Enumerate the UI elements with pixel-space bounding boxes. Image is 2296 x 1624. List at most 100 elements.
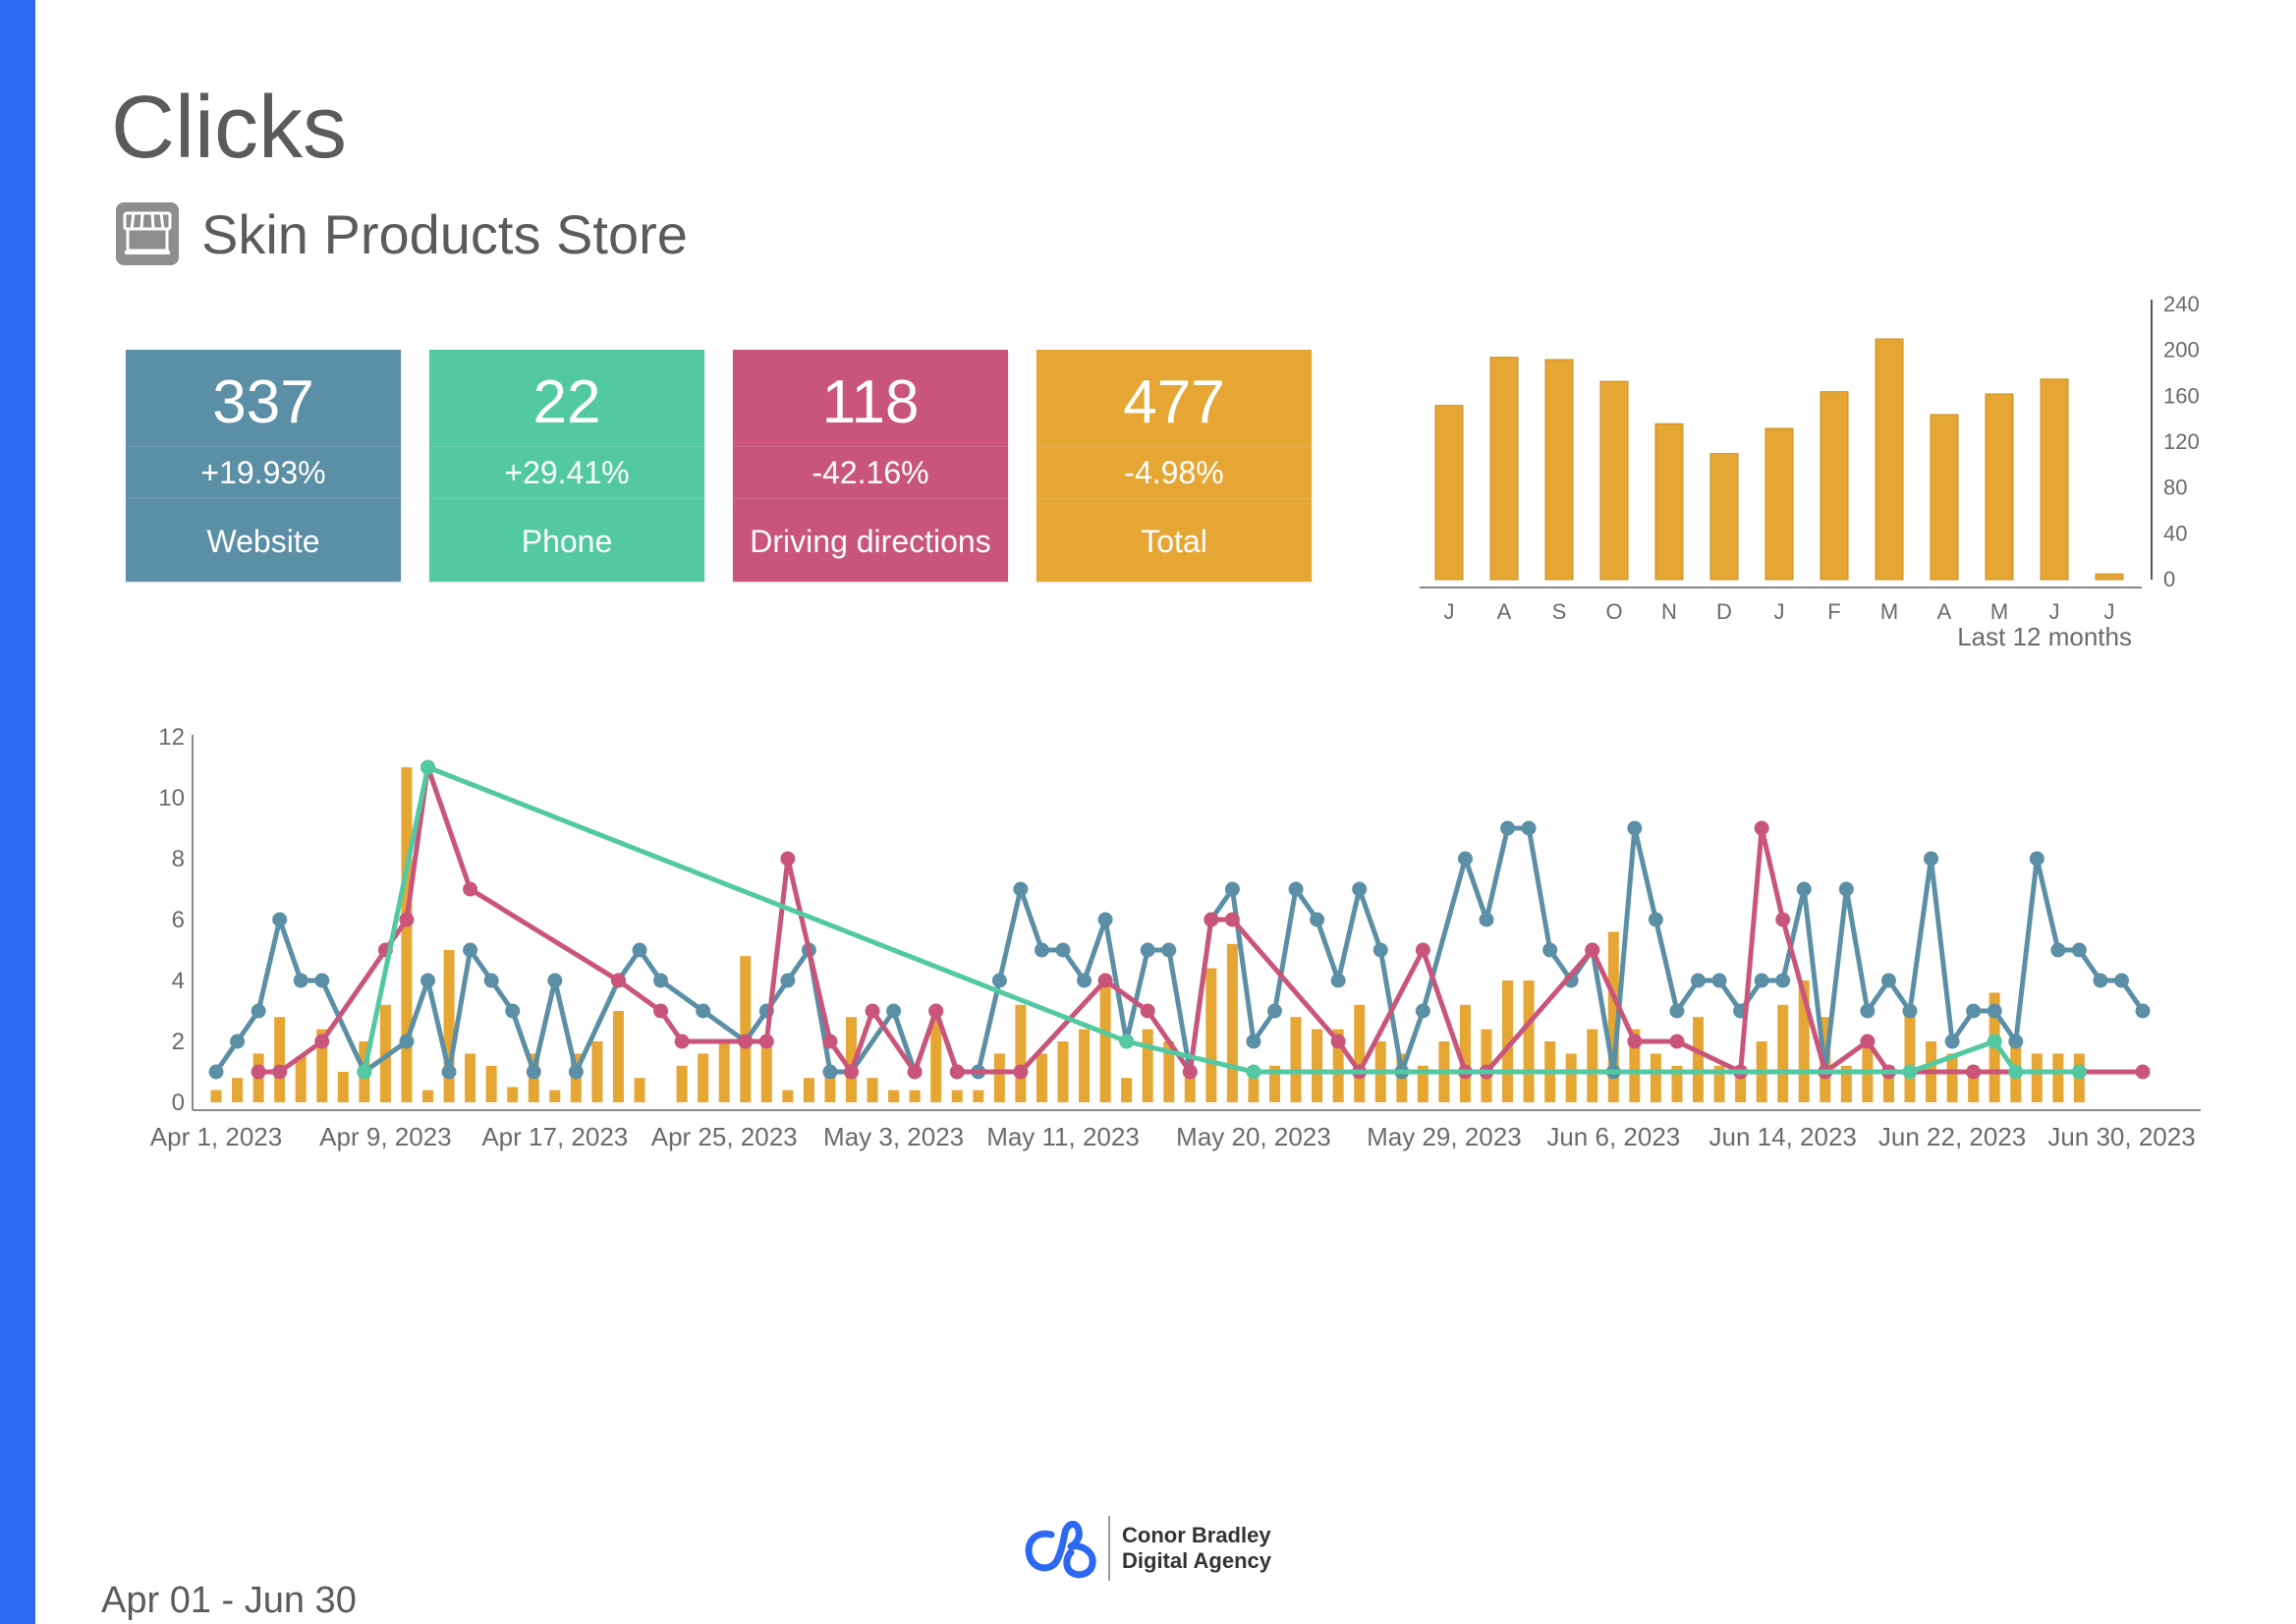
day-bar-11 <box>443 950 455 1102</box>
series-0-point-0 <box>208 1064 224 1080</box>
series-0-point-32 <box>1013 881 1029 897</box>
day-bar-32 <box>888 1090 900 1102</box>
y-tick-label: 120 <box>2163 429 2200 454</box>
day-bar-6 <box>337 1072 349 1102</box>
day-bar-66 <box>1607 931 1619 1102</box>
series-0-point-34 <box>1055 942 1071 958</box>
day-bar-79 <box>1882 1065 1894 1102</box>
series-1-point-13 <box>822 1034 838 1049</box>
bar-3 <box>1599 380 1629 581</box>
series-1-point-24 <box>1224 912 1240 927</box>
series-1-point-37 <box>1860 1034 1876 1049</box>
x-tick-label: Apr 9, 2023 <box>319 1122 451 1151</box>
x-tick-label: Jun 22, 2023 <box>1878 1122 2026 1151</box>
day-bar-67 <box>1629 1029 1641 1102</box>
series-1-point-17 <box>928 1003 944 1019</box>
series-1-point-6 <box>463 881 478 897</box>
day-bar-22 <box>676 1065 688 1102</box>
series-0-point-55 <box>1521 820 1537 836</box>
bar-1 <box>1489 357 1519 581</box>
day-bar-36 <box>973 1090 984 1102</box>
kpi-card-phone: 22 +29.41% Phone <box>429 350 704 582</box>
series-0-point-47 <box>1330 973 1346 988</box>
y-tick-label: 160 <box>2163 383 2200 408</box>
x-tick-label: D <box>1716 599 1732 624</box>
kpi-value: 118 <box>821 368 920 436</box>
series-0-point-13 <box>526 1064 541 1080</box>
y-tick-label: 12 <box>158 724 185 751</box>
series-1-point-12 <box>780 851 796 867</box>
x-tick-label: S <box>1552 599 1567 624</box>
series-1-point-19 <box>1013 1064 1029 1080</box>
x-tick-label: May 20, 2023 <box>1176 1122 1331 1151</box>
day-bar-4 <box>295 1056 307 1102</box>
series-1-point-35 <box>1775 912 1791 927</box>
series-0-point-44 <box>1267 1003 1282 1019</box>
y-tick-label: 2 <box>172 1029 185 1055</box>
series-2-point-1 <box>420 759 435 775</box>
series-0-point-80 <box>2050 942 2066 958</box>
series-1-point-4 <box>399 912 415 927</box>
y-tick-label: 40 <box>2163 521 2187 545</box>
series-0-point-77 <box>1987 1003 2002 1019</box>
storefront-icon <box>116 202 179 265</box>
kpi-change: -42.16% <box>733 446 1008 499</box>
day-bar-65 <box>1587 1029 1598 1102</box>
series-0-point-54 <box>1500 820 1516 836</box>
series-1-point-18 <box>949 1064 965 1080</box>
series-0-point-12 <box>505 1003 521 1019</box>
x-tick-label: J <box>1444 599 1455 624</box>
day-bar-5 <box>316 1029 328 1102</box>
kpi-label: Phone <box>521 524 613 559</box>
series-1-point-30 <box>1585 942 1600 958</box>
series-1-point-25 <box>1330 1034 1346 1049</box>
kpi-label: Driving directions <box>750 524 991 559</box>
day-bar-68 <box>1650 1053 1661 1102</box>
day-bar-59 <box>1459 1004 1471 1102</box>
day-bar-62 <box>1523 980 1535 1102</box>
bar-8 <box>1875 338 1904 581</box>
bar-10 <box>1985 393 2014 581</box>
series-0-point-22 <box>780 973 796 988</box>
x-tick-label: Apr 17, 2023 <box>481 1122 628 1151</box>
day-bar-51 <box>1290 1017 1302 1102</box>
series-0-point-26 <box>886 1003 902 1019</box>
series-0-point-33 <box>1034 942 1049 958</box>
y-tick-label: 10 <box>158 785 185 812</box>
day-bar-27 <box>782 1090 794 1102</box>
day-bar-10 <box>422 1090 433 1102</box>
series-1-point-39 <box>1966 1064 1982 1080</box>
day-bar-87 <box>2052 1053 2064 1102</box>
series-1-point-2 <box>314 1034 330 1049</box>
series-0-point-4 <box>293 973 308 988</box>
x-axis-label: Last 12 months <box>1957 622 2132 651</box>
day-bar-33 <box>909 1090 921 1102</box>
series-2-point-2 <box>1119 1034 1135 1049</box>
day-bar-20 <box>634 1078 645 1102</box>
series-0-point-1 <box>230 1034 246 1049</box>
day-bar-23 <box>698 1053 709 1102</box>
day-bar-8 <box>379 1004 391 1102</box>
series-2-point-5 <box>1987 1034 2002 1049</box>
series-1-point-7 <box>610 973 626 988</box>
series-1-point-22 <box>1182 1064 1198 1080</box>
series-0-point-18 <box>653 973 669 988</box>
y-tick-label: 0 <box>2163 567 2175 591</box>
store-header: Skin Products Store <box>115 199 688 268</box>
bar-0 <box>1434 405 1464 581</box>
day-bar-16 <box>549 1090 561 1102</box>
series-0-point-72 <box>1880 973 1896 988</box>
y-tick-label: 200 <box>2163 338 2200 363</box>
kpi-label: Website <box>206 524 320 559</box>
daily-clicks-chart: 12 10 8 6 4 2 0 Apr 1, 2023 Apr 9, 2023 Apr 17, 2… <box>150 724 2201 1151</box>
series-0-point-11 <box>483 973 499 988</box>
day-bar-13 <box>485 1065 497 1102</box>
series-1-point-10 <box>738 1034 754 1049</box>
x-tick-label: A <box>1497 599 1512 624</box>
series-0-point-63 <box>1691 973 1706 988</box>
series-0-point-2 <box>251 1003 266 1019</box>
day-bar-71 <box>1713 1065 1725 1102</box>
day-bar-43 <box>1121 1078 1133 1102</box>
series-0-point-38 <box>1140 942 1155 958</box>
